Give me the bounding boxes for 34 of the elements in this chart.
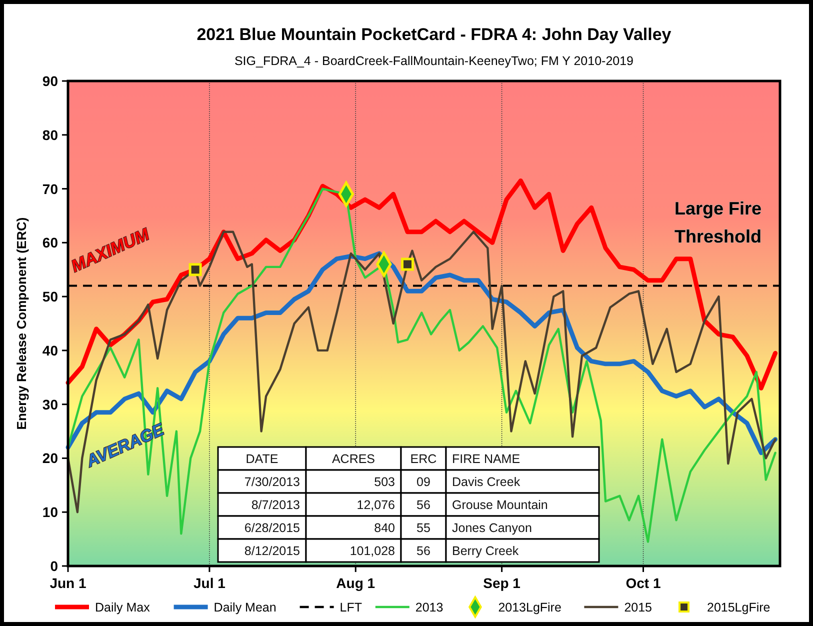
legend-label: LFT <box>340 600 362 614</box>
chart-title: 2021 Blue Mountain PocketCard - FDRA 4: John Day Valley <box>196 25 672 44</box>
point <box>401 258 414 271</box>
x-tick-label: Jul 1 <box>194 575 226 591</box>
x-tick-label: Aug 1 <box>336 575 376 591</box>
y-tick-label: 90 <box>42 73 58 89</box>
legend-label: 2015LgFire <box>707 600 770 614</box>
point <box>188 263 202 276</box>
y-tick-label: 20 <box>42 450 58 466</box>
chart-subtitle: SIG_FDRA_4 - BoardCreek-FallMountain-KeeneyTwo; FM Y 2010-2019 <box>234 54 634 68</box>
text: 7/30/2013 503 09 Davis Creek <box>244 475 520 489</box>
x-tick-label: Sep 1 <box>483 575 521 591</box>
y-tick-label: 10 <box>42 504 58 520</box>
line-series <box>66 188 776 543</box>
y-tick-label: 30 <box>42 396 58 412</box>
text: 8/7/2013 12,076 56 Grouse Mountain <box>251 498 548 512</box>
y-tick-label: 40 <box>42 342 58 358</box>
x-tick-label: Jun 1 <box>50 575 86 591</box>
text: 6/28/2015 840 55 Jones Canyon <box>244 521 532 535</box>
legend-label: 2015 <box>624 600 652 614</box>
y-tick-label: 70 <box>42 180 58 197</box>
annotation: Large Fire Threshold <box>674 198 762 246</box>
legend-label: 2013LgFire <box>498 600 562 614</box>
text: 8/12/2015 101,028 56 Berry Creek <box>244 544 519 558</box>
legend-label: Daily Mean <box>214 600 276 614</box>
y-tick-label: 50 <box>42 288 58 305</box>
y-tick-label: 80 <box>42 126 58 143</box>
text: DATE ACRES ERC FIRE NAME <box>246 452 520 466</box>
y-axis-title: Energy Release Component (ERC) <box>14 217 29 430</box>
x-tick-label: Oct 1 <box>626 575 661 591</box>
y-tick-label: 0 <box>50 558 58 574</box>
y-tick-label: 60 <box>42 234 58 251</box>
legend-label: Daily Max <box>95 600 151 614</box>
legend-label: 2013 <box>415 600 444 614</box>
